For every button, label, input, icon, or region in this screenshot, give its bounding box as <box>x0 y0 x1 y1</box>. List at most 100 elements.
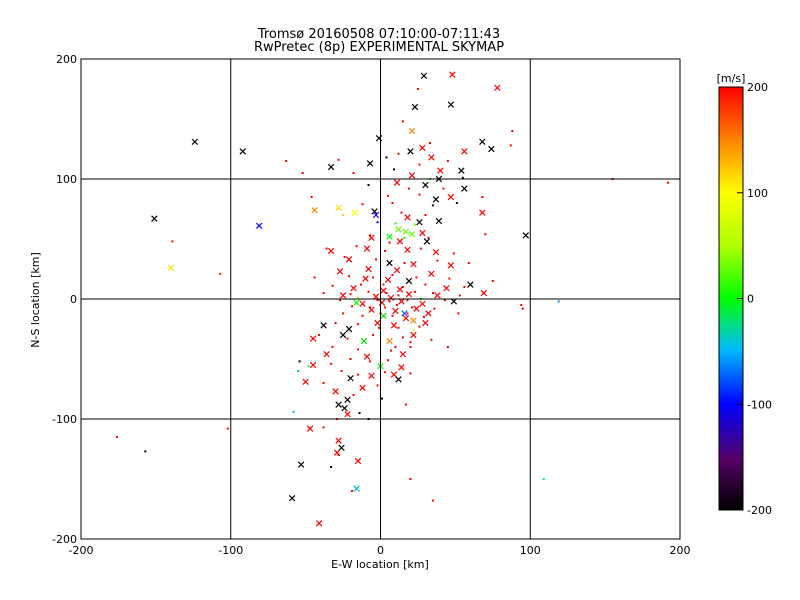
plot-frame <box>80 58 681 540</box>
dot-marker <box>369 306 372 309</box>
dot-marker <box>557 300 560 303</box>
dot-marker <box>388 241 391 244</box>
cross-marker <box>390 322 398 329</box>
cross-marker <box>425 310 432 317</box>
cross-marker <box>288 494 296 502</box>
cross-marker <box>479 209 486 216</box>
dot-marker <box>334 322 337 324</box>
dot-marker <box>521 307 524 310</box>
dot-marker <box>351 490 354 492</box>
cross-marker <box>399 350 407 358</box>
dot-marker <box>404 403 407 406</box>
cross-marker <box>443 284 450 292</box>
dot-marker <box>352 394 355 396</box>
cross-marker <box>374 319 381 327</box>
dot-marker <box>394 346 397 348</box>
cross-marker <box>395 226 402 233</box>
cross-marker <box>360 337 368 345</box>
dot-marker <box>307 365 310 368</box>
dot-marker <box>378 326 381 329</box>
dot-marker <box>431 204 434 207</box>
dot-marker <box>457 312 460 315</box>
cross-marker <box>347 374 354 382</box>
dot-marker <box>382 283 385 286</box>
dot-marker <box>285 160 288 162</box>
dot-marker <box>413 290 416 293</box>
cross-marker <box>345 256 353 263</box>
dot-marker <box>343 256 346 258</box>
cross-marker <box>420 72 428 80</box>
cross-marker <box>344 410 351 418</box>
cross-marker <box>354 457 362 465</box>
dot-marker <box>376 299 379 302</box>
dot-marker <box>389 349 392 352</box>
dot-marker <box>667 181 670 184</box>
cross-marker <box>419 144 426 152</box>
dot-marker <box>397 326 400 329</box>
colorbar-tick-label: -200 <box>747 504 772 517</box>
dot-marker <box>400 211 403 214</box>
cross-marker <box>309 335 317 342</box>
dot-marker <box>361 314 364 317</box>
cross-marker <box>393 266 401 274</box>
dot-marker <box>310 196 313 198</box>
colorbar-tick-label: 0 <box>747 293 754 306</box>
dot-marker <box>484 233 487 236</box>
dot-marker <box>394 222 397 225</box>
dot-marker <box>413 223 416 226</box>
cross-marker <box>494 84 501 92</box>
dot-marker <box>436 259 439 262</box>
cross-marker <box>461 185 468 192</box>
dot-marker <box>418 163 421 166</box>
dot-marker <box>322 382 325 384</box>
cross-marker <box>522 232 529 239</box>
dot-marker <box>467 262 470 264</box>
cross-marker <box>151 215 158 222</box>
dot-marker <box>427 236 430 239</box>
cross-marker <box>404 246 411 254</box>
dot-marker <box>409 341 412 344</box>
dot-marker <box>386 194 389 197</box>
y-tick-label: 200 <box>56 53 77 66</box>
cross-marker <box>407 148 414 155</box>
dot-marker <box>509 144 512 147</box>
cross-marker <box>408 127 416 135</box>
cross-marker <box>335 401 342 408</box>
dot-marker <box>297 370 300 372</box>
cross-marker <box>335 204 342 212</box>
dot-marker <box>410 306 413 309</box>
cross-marker <box>335 437 342 444</box>
cross-marker <box>404 214 411 221</box>
dot-marker <box>372 276 375 279</box>
dot-marker <box>491 280 494 282</box>
dot-marker <box>388 300 391 303</box>
dot-marker <box>422 316 425 318</box>
cross-marker <box>386 259 393 267</box>
cross-marker <box>428 270 435 278</box>
cross-marker <box>408 172 416 179</box>
cross-marker <box>344 396 351 404</box>
x-tick-label: -200 <box>69 544 94 557</box>
axis-ticks: -200 -100 0 100 200 -200 -100 0 100 200 <box>52 53 690 557</box>
cross-marker <box>302 378 309 386</box>
x-tick-label: 0 <box>377 544 384 557</box>
dot-marker <box>351 305 354 308</box>
dot-marker <box>322 426 325 429</box>
cross-marker <box>437 167 444 174</box>
dot-marker <box>428 142 431 144</box>
cross-marker <box>359 300 366 308</box>
cross-marker <box>434 292 441 299</box>
dot-marker <box>352 172 355 174</box>
dot-marker <box>403 262 406 264</box>
dot-marker <box>348 275 351 278</box>
cross-marker <box>419 300 426 308</box>
dot-marker <box>392 168 395 171</box>
cross-marker <box>359 384 366 392</box>
dot-marker <box>424 283 427 286</box>
dot-marker <box>383 250 386 252</box>
cross-marker <box>419 229 426 237</box>
cross-marker <box>309 361 317 369</box>
x-tick-label: -100 <box>218 544 243 557</box>
dot-marker <box>446 346 449 348</box>
dot-marker <box>406 312 409 315</box>
